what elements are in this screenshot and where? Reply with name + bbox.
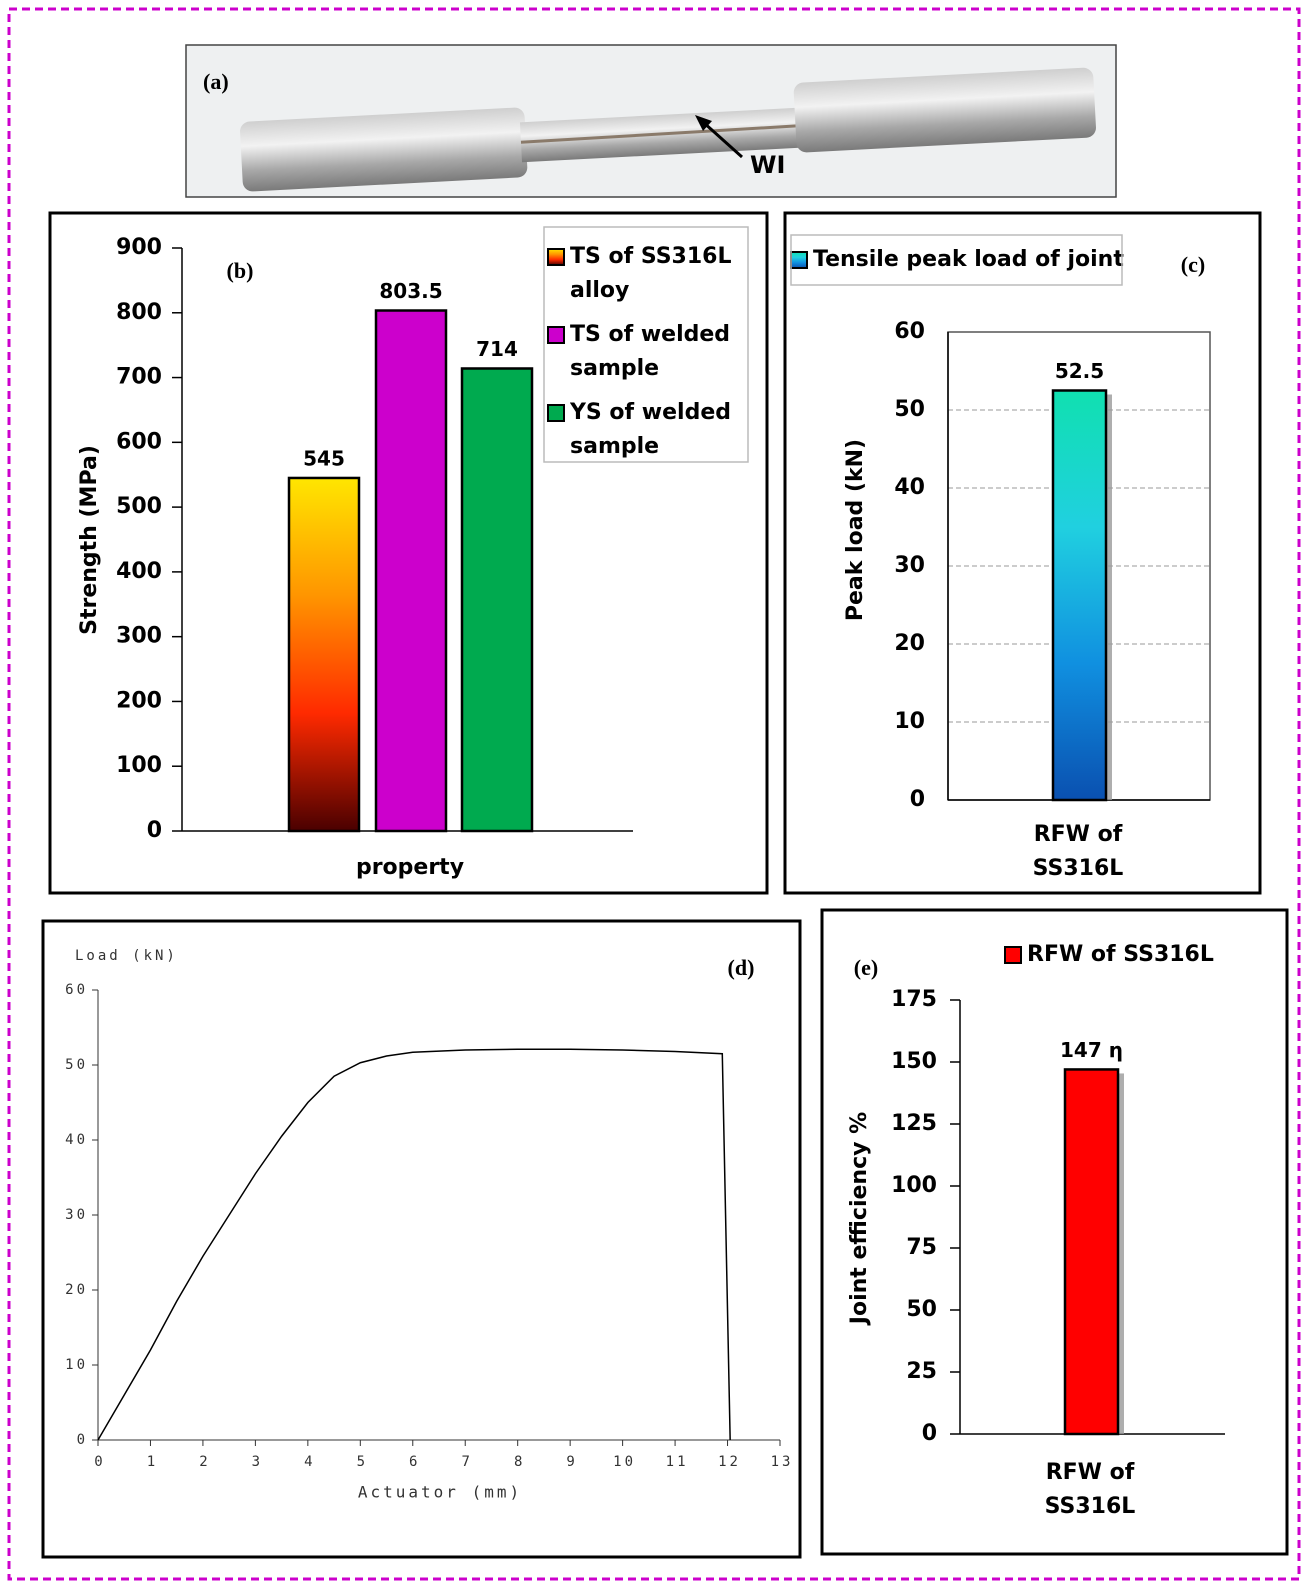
x-tick-label: 5 (357, 1454, 368, 1470)
y-tick-label: 300 (116, 624, 162, 649)
legend-label-box: YS of welded sample (570, 396, 740, 476)
bar (1053, 391, 1106, 801)
y-tick-label: 30 (65, 1207, 88, 1223)
bar (1065, 1069, 1118, 1434)
y-tick-label: 75 (906, 1235, 937, 1260)
legend-swatch (791, 252, 807, 268)
x-tick-label: 12 (718, 1454, 741, 1470)
value-label: 803.5 (379, 279, 442, 303)
value-label: 147 η (1060, 1038, 1123, 1062)
legend-label: TS of welded sample (570, 318, 740, 386)
x-tick-label: 11 (666, 1454, 689, 1470)
y-axis-label: Peak load (kN) (843, 439, 868, 621)
annotation: WI (750, 151, 785, 179)
x-axis-label: property (356, 855, 464, 880)
legend-label: Tensile peak load of joint (813, 243, 1133, 277)
y-tick-label: 40 (894, 475, 925, 500)
x-tick-label: 7 (462, 1454, 473, 1470)
panel-label: (a) (203, 69, 229, 94)
y-tick-label: 0 (147, 818, 162, 843)
y-tick-label: 25 (906, 1359, 937, 1384)
page: {"photo": {"panel_label": "(a)", "annota… (0, 0, 1310, 1594)
y-tick-label: 100 (891, 1173, 937, 1198)
y-tick-label: 400 (116, 559, 162, 584)
legend-label-box: TS of welded sample (570, 318, 740, 398)
legend-label-box: TS of SS316L alloy (570, 240, 740, 320)
legend-label-box: Tensile peak load of joint (813, 243, 1133, 323)
y-tick-label: 20 (65, 1282, 88, 1298)
y-tick-label: 125 (891, 1111, 937, 1136)
photo-panel: (a) WI (186, 45, 1116, 197)
y-tick-label: 10 (65, 1357, 88, 1373)
rod-end (240, 107, 528, 192)
data-line (98, 1049, 730, 1440)
x-tick-label: 1 (147, 1454, 158, 1470)
value-label: 714 (476, 337, 518, 361)
y-axis-label: Strength (MPa) (77, 445, 102, 635)
y-tick-label: 500 (116, 494, 162, 519)
y-tick-label: 50 (894, 397, 925, 422)
x-tick-label: 8 (514, 1454, 525, 1470)
x-tick-label: 2 (199, 1454, 210, 1470)
y-tick-label: 175 (891, 987, 937, 1012)
panel-label: (c) (1181, 252, 1205, 277)
legend-label: TS of SS316L alloy (570, 240, 740, 308)
value-label: 545 (303, 446, 345, 470)
y-tick-label: 200 (116, 688, 162, 713)
x-tick-label: RFW of SS316L (1020, 1456, 1160, 1524)
panel-label: (b) (227, 258, 254, 283)
panel-label: (e) (854, 955, 878, 980)
x-tick-label: 9 (566, 1454, 577, 1470)
y-tick-label: 20 (894, 631, 925, 656)
y-tick-label: 0 (910, 787, 925, 812)
bar (462, 368, 532, 831)
y-tick-label: 10 (894, 709, 925, 734)
legend-label: YS of welded sample (570, 396, 740, 464)
y-tick-label: 50 (906, 1297, 937, 1322)
y-tick-label: 60 (65, 982, 88, 998)
x-axis-label: Actuator (mm) (358, 1483, 522, 1502)
y-tick-label: 900 (116, 235, 162, 260)
x-tick-label: 13 (771, 1454, 794, 1470)
legend-label-box: RFW of SS316L (1027, 938, 1247, 1018)
legend-swatch (548, 405, 564, 421)
x-tick-label: 6 (409, 1454, 420, 1470)
y-tick-label: 0 (77, 1432, 88, 1448)
x-tick-label: 0 (94, 1454, 105, 1470)
bar (289, 478, 359, 831)
y-tick-label: 50 (65, 1057, 88, 1073)
x-tick-label: 4 (304, 1454, 315, 1470)
y-tick-label: 800 (116, 300, 162, 325)
x-tick-label: RFW of SS316L (1008, 818, 1148, 886)
figure: (a) WI 0100200300400500600700800900545TS… (0, 0, 1310, 1589)
y-tick-label: 30 (894, 553, 925, 578)
y-tick-label: 150 (891, 1049, 937, 1074)
y-tick-label: 700 (116, 365, 162, 390)
legend-swatch (1005, 947, 1021, 963)
y-tick-label: 600 (116, 429, 162, 454)
x-tick-label: 3 (252, 1454, 263, 1470)
y-tick-label: 40 (65, 1132, 88, 1148)
y-axis-label: Joint efficiency % (847, 1112, 872, 1326)
bar (376, 311, 446, 831)
y-tick-label: 100 (116, 753, 162, 778)
legend-swatch (548, 249, 564, 265)
x-tick-label-box: RFW of SS316L (1020, 1456, 1160, 1536)
y-axis-label: Load (kN) (75, 948, 178, 964)
legend-label: RFW of SS316L (1027, 938, 1247, 972)
legend-swatch (548, 327, 564, 343)
value-label: 52.5 (1055, 359, 1104, 383)
panel-label: (d) (728, 955, 755, 980)
x-tick-label-box: RFW of SS316L (1008, 818, 1148, 898)
x-tick-label: 10 (613, 1454, 636, 1470)
y-tick-label: 0 (922, 1421, 937, 1446)
